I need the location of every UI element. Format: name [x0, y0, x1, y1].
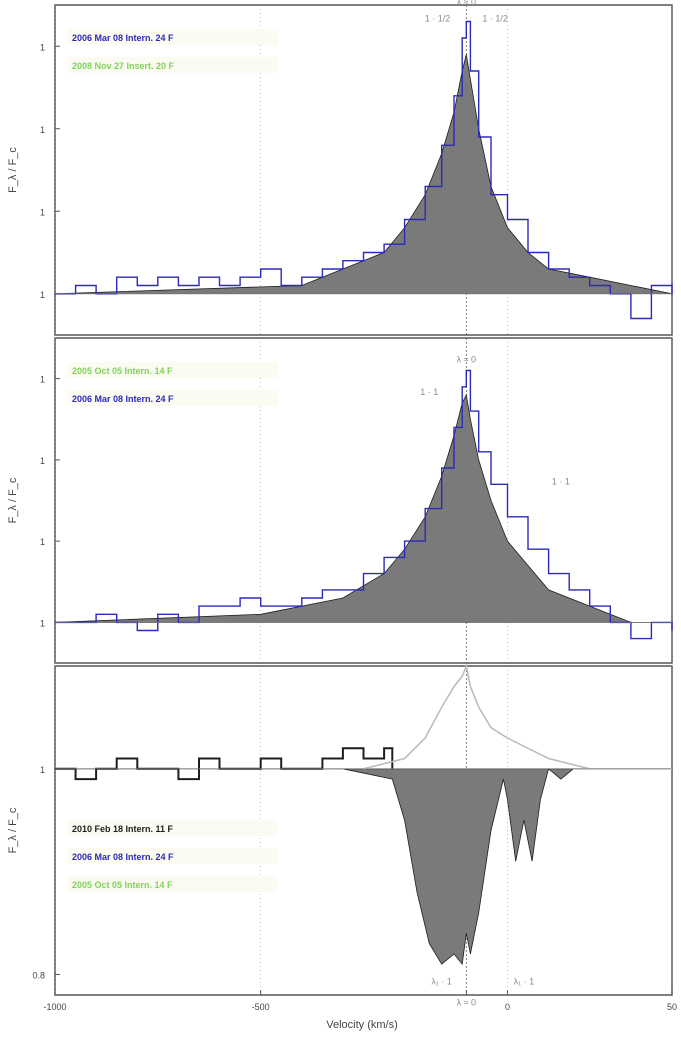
annotation-label: λ ≈ 0 — [457, 997, 476, 1007]
panel-top: 1 1 1 1 F_λ / F_c 2006 Mar 08 Intern. 24 F 200… — [7, 0, 673, 336]
annotation-label: 1 · 1 — [552, 476, 570, 486]
y-tick-label: 1 — [40, 765, 45, 775]
annotation-label: 1 · 1/2 — [425, 14, 451, 24]
panel-frame — [54, 337, 673, 664]
annotation-label: λ ≈ 0 — [457, 0, 476, 7]
y-axis-label: F_λ / F_c — [7, 147, 19, 193]
legend-entry: 2010 Feb 18 Intern. 11 F — [72, 824, 174, 834]
legend-swatch-bg — [68, 57, 278, 73]
spectrum-line-series — [55, 747, 394, 781]
legend-swatch-bg — [68, 876, 278, 892]
spectrum-line-series — [55, 369, 673, 640]
legend-swatch-bg — [68, 362, 278, 378]
annotation-label: λ ≈ 0 — [457, 354, 476, 364]
x-tick-label: 50 — [667, 1002, 677, 1012]
annotation-label: 1 · 1/2 — [482, 14, 508, 24]
legend-swatch-bg — [68, 29, 278, 45]
legend-entry: 2005 Oct 05 Intern. 14 F — [72, 880, 173, 890]
legend-entry: 2008 Nov 27 Insert. 20 F — [72, 61, 175, 71]
x-axis: -1000 -500 0 50 — [43, 990, 677, 1012]
legend-entry: 2006 Mar 08 Intern. 24 F — [72, 33, 174, 43]
y-tick-label: 1 — [40, 456, 45, 466]
y-axis-label: F_λ / F_c — [7, 477, 19, 523]
y-tick-label: 1 — [40, 290, 45, 300]
legend-swatch-bg — [68, 820, 278, 836]
reference-profile-series — [363, 663, 672, 770]
y-tick-label: 1 — [40, 125, 45, 135]
y-tick-label: 1 — [40, 207, 45, 217]
y-axis-label: F_λ / F_c — [7, 807, 19, 853]
x-tick-label: 0 — [505, 1002, 510, 1012]
legend-entry: 2006 Mar 08 Intern. 24 F — [72, 394, 174, 404]
panel-frame — [54, 4, 673, 336]
spectrum-line-series — [55, 20, 673, 320]
panel-middle: 1 1 1 1 F_λ / F_c 2005 Oct 05 Intern. 14 F 200… — [7, 337, 673, 664]
x-tick-label: -1000 — [43, 1002, 66, 1012]
y-tick-label: 1 — [40, 42, 45, 52]
annotation-label: λ₁ · 1 — [431, 977, 452, 987]
profile-fill-series — [54, 768, 673, 966]
x-axis-label: Velocity (km/s) — [326, 1019, 398, 1031]
legend-entry: 2006 Mar 08 Intern. 24 F — [72, 852, 174, 862]
y-tick-label: 0.8 — [32, 970, 45, 980]
y-tick-label: 1 — [40, 375, 45, 385]
x-tick-label: -500 — [252, 1002, 270, 1012]
legend-swatch-bg — [68, 848, 278, 864]
panel-bottom: 1 0.8 F_λ / F_c 2010 Feb 18 Intern. 11 F 200… — [7, 663, 673, 1007]
y-tick-label: 1 — [40, 618, 45, 628]
legend-entry: 2005 Oct 05 Intern. 14 F — [72, 366, 173, 376]
legend-swatch-bg — [68, 390, 278, 406]
annotation-label: 1 · 1 — [420, 387, 438, 397]
annotation-label: λ₁ · 1 — [514, 977, 535, 987]
y-tick-label: 1 — [40, 537, 45, 547]
